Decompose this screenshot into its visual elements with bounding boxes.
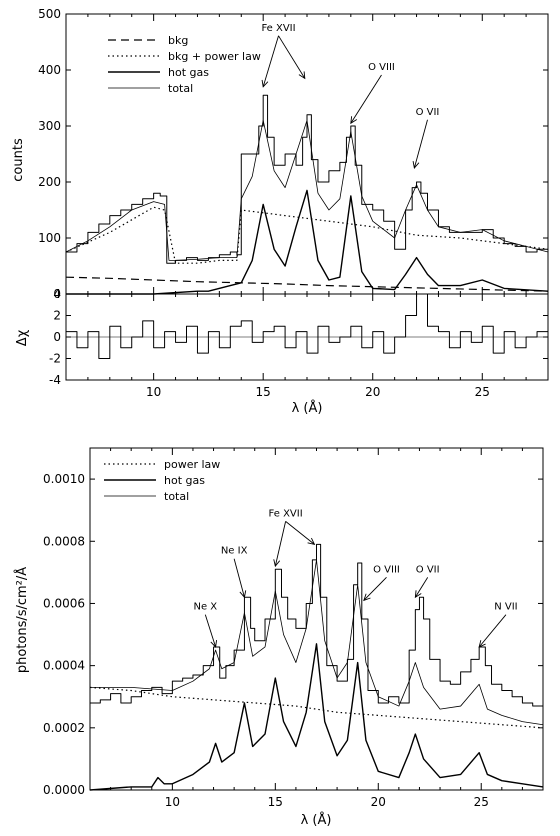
top-legend-label: bkg [168,34,188,47]
top-annotation-label: Fe XVII [261,23,295,34]
bottom-legend-label: total [164,490,189,503]
top-annotation-arrowhead [261,79,269,88]
bottom-y-tick-label: 0.0004 [43,659,85,673]
bottom-annotation-arrowhead [363,593,371,602]
bottom-legend: power law hot gas total [104,458,220,503]
bottom-annotation-label: Fe XVII [269,508,303,519]
top-annotation-label: O VII [416,107,440,118]
bottom-y-tick-label: 0.0000 [43,783,85,797]
residuals-x-tick-label: 20 [365,385,380,399]
bottom-annotation-arrow [285,521,315,545]
top-y-tick-label: 300 [38,119,61,133]
top-legend-label: total [168,82,193,95]
bottom-annotation-arrowhead [210,639,218,648]
top-series-bkg [65,276,549,292]
residuals-y-tick-label: 0 [53,330,61,344]
bottom-annotations: Ne X Ne IX Fe XVII O VIII O VII N VII [193,508,518,648]
bottom-annotation-arrow [274,521,287,567]
top-annotation-arrowhead [412,161,420,169]
top-annotations: Fe XVII O VIII O VII [261,23,440,169]
bottom-x-tick-label: 15 [268,795,283,809]
residuals-y-ticks: -4 -2 0 2 4 [49,287,548,387]
top-y-axis-label: counts [11,138,26,182]
bottom-annotation-arrowhead [273,559,281,568]
bottom-y-tick-label: 0.0002 [43,721,85,735]
bottom-x-tick-label: 20 [371,795,386,809]
top-y-tick-label: 500 [38,7,61,21]
residuals-x-tick-label: 15 [256,385,271,399]
top-data-histogram [66,94,549,264]
bottom-annotation-label: Ne X [193,602,217,613]
top-x-ticks [65,14,549,294]
top-annotation-arrow [262,35,279,87]
bottom-series-power-law [89,686,544,729]
bottom-legend-label: power law [164,458,220,471]
bottom-series-group [89,543,544,791]
residuals-x-axis-label: λ (Å) [292,400,323,416]
bottom-x-axis-label: λ (Å) [301,812,332,828]
top-y-tick-label: 200 [38,175,61,189]
top-annotation-arrowhead [298,71,306,80]
top-y-tick-label: 400 [38,63,61,77]
bottom-annotation-arrowhead [307,537,316,546]
top-series-total [65,120,549,261]
bottom-x-ticks: 10 15 20 25 [89,448,544,809]
bottom-legend-label: hot gas [164,474,205,487]
top-series-bkg-power-law [65,206,549,264]
bottom-annotation-arrowhead [414,590,422,599]
bottom-series-hot-gas [89,643,544,791]
residuals-y-tick-label: 2 [53,309,61,323]
top-annotation-arrow [413,119,428,169]
top-y-tick-label: 0 [53,287,61,301]
top-series-group [65,94,549,295]
residuals-x-tick-label: 10 [146,385,161,399]
top-series-hot-gas [66,189,549,295]
bottom-y-tick-label: 0.0006 [43,596,85,610]
bottom-annotation-arrow [233,558,245,598]
bottom-annotation-arrowhead [478,640,486,648]
bottom-annotation-arrow [478,614,507,648]
bottom-x-tick-label: 10 [165,795,180,809]
bottom-y-ticks: 0.0000 0.0002 0.0004 0.0006 0.0008 0.0010 [43,472,543,797]
top-annotation-arrowhead [350,116,358,125]
bottom-annotation-label: O VIII [373,564,400,575]
bottom-annotation-arrow [414,577,429,598]
bottom-annotation-arrowhead [239,590,247,599]
bottom-annotation-arrow [204,614,217,648]
top-annotation-label: O VIII [368,62,395,73]
top-annotation-arrow [278,35,306,79]
top-annotation-arrow [350,74,382,124]
bottom-annotation-label: O VII [416,564,440,575]
top-y-tick-label: 100 [38,231,61,245]
residuals-y-axis-label: Δχ [15,329,30,346]
top-y-ticks: 0 100 200 300 400 500 [38,7,548,301]
bottom-series-total [90,559,544,726]
bottom-y-tick-label: 0.0008 [43,534,85,548]
top-legend: bkg bkg + power law hot gas total [108,34,261,95]
bottom-annotation-label: N VII [494,602,517,613]
residuals-panel: -4 -2 0 2 4 10 15 20 25 Δχ λ (Å) [15,287,549,416]
top-legend-label: hot gas [168,66,209,79]
bottom-x-tick-label: 25 [474,795,489,809]
bottom-annotation-arrow [363,577,387,601]
bottom-y-tick-label: 0.0010 [43,472,85,486]
bottom-annotation-label: Ne IX [221,546,248,557]
bottom-y-axis-label: photons/s/cm²/Å [14,567,30,673]
residuals-y-tick-label: -4 [49,373,61,387]
residuals-series-group [66,293,549,359]
residuals-x-tick-label: 25 [475,385,490,399]
top-legend-label: bkg + power law [168,50,261,63]
residuals-x-ticks: 10 15 20 25 [65,294,549,399]
residuals-y-tick-label: 4 [53,287,61,301]
residuals-data-histogram [66,293,549,359]
residuals-y-tick-label: -2 [49,352,61,366]
